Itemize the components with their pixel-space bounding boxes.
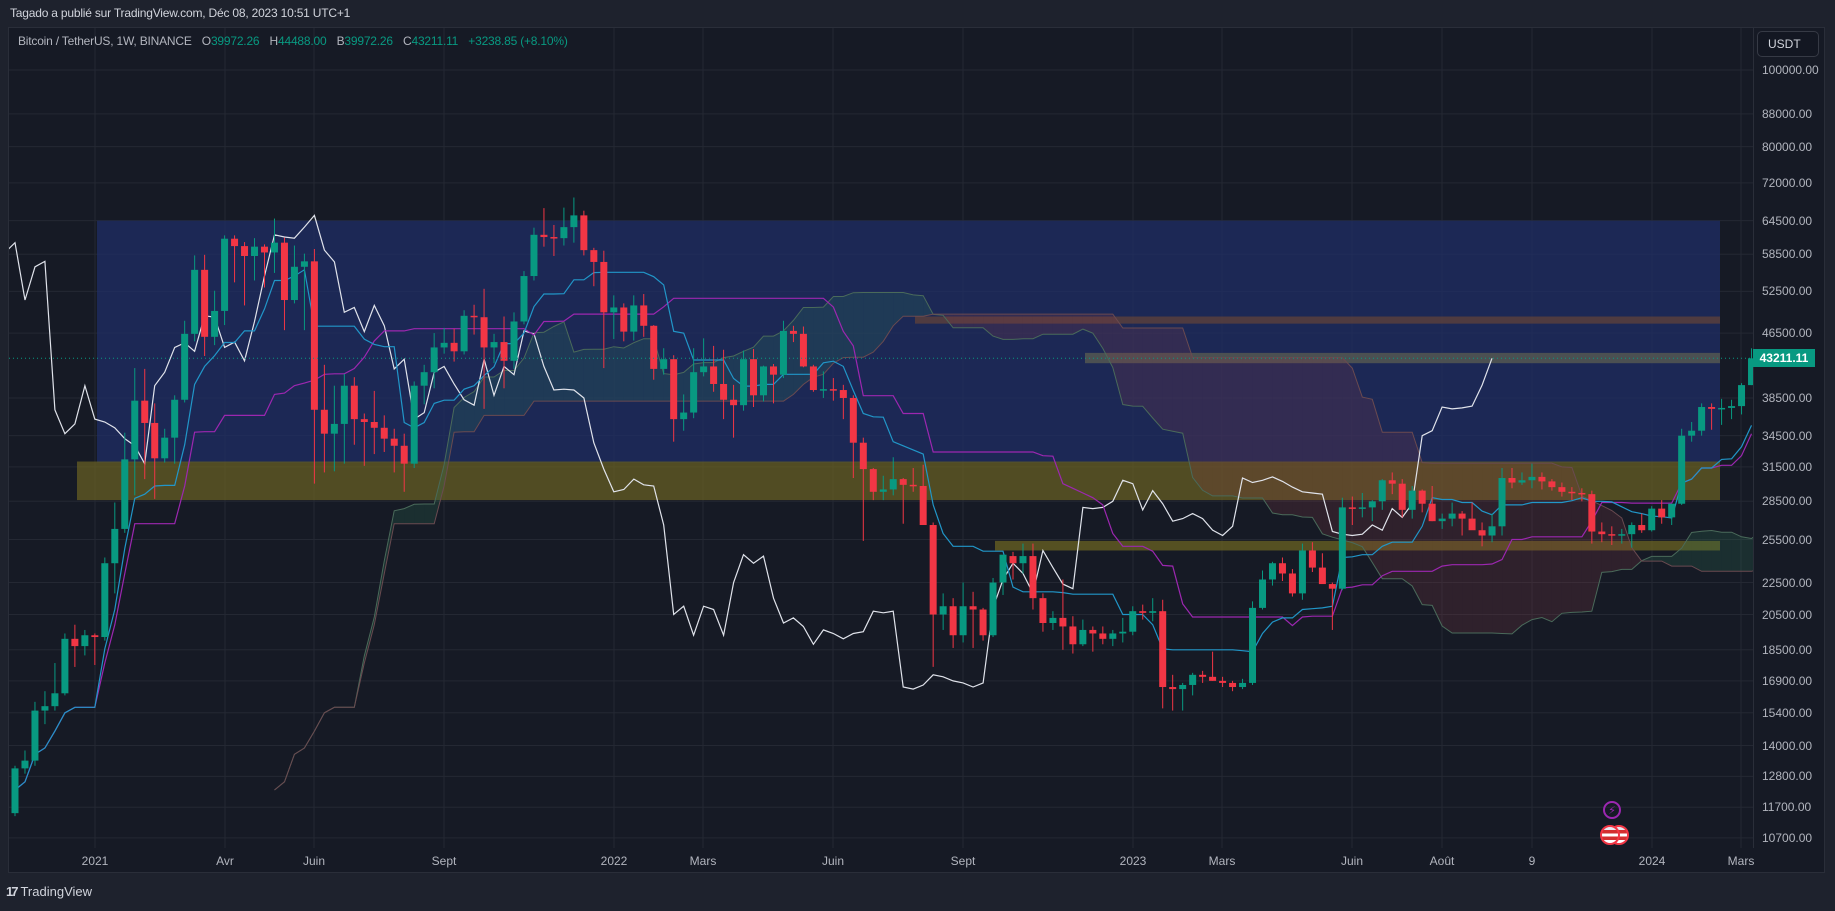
time-tick-label: 2022 — [600, 854, 628, 868]
price-tick-label: 18500.00 — [1762, 642, 1813, 657]
price-axis[interactable] — [1753, 28, 1826, 848]
time-tick-label: 2021 — [81, 854, 109, 868]
lightning-event-icon[interactable]: ⚡ — [1603, 801, 1621, 819]
time-tick-label: Sept — [950, 854, 976, 868]
change-value: +3238.85 (+8.10%) — [468, 34, 568, 48]
price-tick-label: 46500.00 — [1762, 326, 1813, 341]
price-tick-label: 80000.00 — [1762, 139, 1813, 154]
symbol-title[interactable]: Bitcoin / TetherUS, 1W, BINANCE — [18, 34, 192, 48]
price-tick-label: 11700.00 — [1762, 800, 1812, 815]
time-tick-label: Avr — [216, 854, 234, 868]
open-label: O — [201, 34, 211, 48]
symbol-legend: Bitcoin / TetherUS, 1W, BINANCE O39972.2… — [18, 34, 568, 48]
price-tick-label: 52500.00 — [1762, 284, 1813, 299]
price-tick-label: 12800.00 — [1762, 769, 1813, 784]
time-tick-label: 9 — [1528, 854, 1536, 868]
time-axis[interactable] — [9, 848, 1753, 872]
price-tick-label: 38500.00 — [1762, 390, 1813, 405]
price-tick-label: 58500.00 — [1762, 247, 1813, 262]
us-flag-event-icon[interactable] — [1600, 825, 1620, 845]
price-tick-label: 34500.00 — [1762, 428, 1813, 443]
time-tick-label: 2023 — [1119, 854, 1147, 868]
price-tick-label: 22500.00 — [1762, 575, 1813, 590]
price-tick-label: 100000.00 — [1762, 63, 1819, 77]
close-label: C — [403, 34, 412, 48]
price-tick-label: 31500.00 — [1762, 459, 1813, 474]
low-value: 39972.26 — [344, 34, 393, 48]
time-tick-label: Juin — [1340, 854, 1364, 868]
price-tick-label: 15400.00 — [1762, 705, 1813, 720]
currency-button[interactable]: USDT — [1757, 31, 1819, 57]
price-tick-label: 16900.00 — [1762, 673, 1813, 688]
time-tick-label: Mars — [689, 854, 717, 868]
price-tick-label: 25500.00 — [1762, 532, 1813, 547]
price-tick-label: 20500.00 — [1762, 607, 1813, 622]
price-tick-label: 28500.00 — [1762, 494, 1813, 509]
brand-name: TradingView — [20, 884, 93, 899]
tradingview-logo[interactable]: 17 TradingView — [6, 884, 92, 899]
low-label: B — [336, 34, 345, 48]
publication-header: Tagado a publié sur TradingView.com, Déc… — [10, 6, 351, 20]
high-label: H — [269, 34, 279, 48]
time-tick-label: Mars — [1727, 854, 1755, 868]
tradingview-mark-icon: 17 — [6, 884, 19, 899]
time-tick-label: Juin — [821, 854, 845, 868]
high-value: 44488.00 — [278, 34, 327, 48]
price-tick-label: 10700.00 — [1762, 830, 1813, 845]
time-tick-label: Juin — [302, 854, 326, 868]
time-tick-label: Mars — [1208, 854, 1236, 868]
close-value: 43211.11 — [411, 34, 459, 48]
price-tick-label: 88000.00 — [1762, 106, 1813, 121]
time-tick-label: Août — [1429, 854, 1455, 868]
last-price-tag: 43211.11 — [1753, 349, 1815, 368]
price-tick-label: 64500.00 — [1762, 213, 1813, 228]
price-tick-label: 14000.00 — [1762, 738, 1813, 753]
price-tick-label: 72000.00 — [1762, 175, 1813, 190]
time-tick-label: 2024 — [1638, 854, 1666, 868]
time-tick-label: Sept — [431, 854, 457, 868]
open-value: 39972.26 — [210, 34, 260, 48]
